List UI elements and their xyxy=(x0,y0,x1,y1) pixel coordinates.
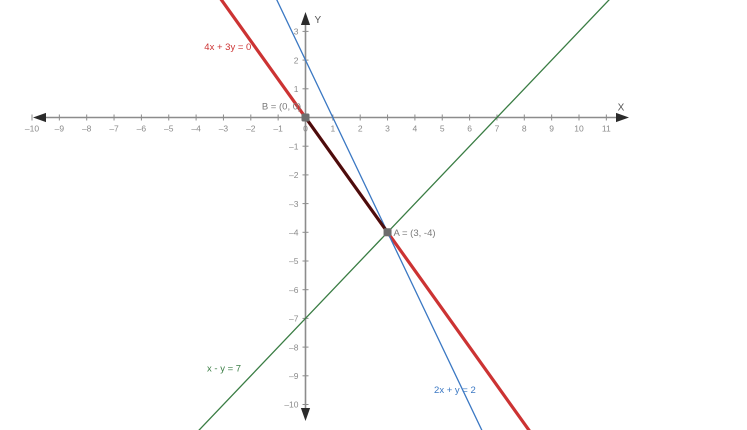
x-axis-arrow-right xyxy=(616,112,629,123)
y-axis-tick-label: –10 xyxy=(284,400,298,410)
y-axis-tick-label: 3 xyxy=(294,27,299,37)
y-axis-tick-label: 1 xyxy=(294,84,299,94)
equation-label-4x-3y-0: 4x + 3y = 0 xyxy=(204,42,251,53)
y-axis-tick-label: –7 xyxy=(289,314,299,324)
x-axis-tick-label: 0 xyxy=(303,124,308,134)
x-axis-tick-label: –10 xyxy=(25,124,39,134)
x-axis-tick-label: 9 xyxy=(549,124,554,134)
x-axis-tick-label: 8 xyxy=(522,124,527,134)
x-axis-tick-label: 10 xyxy=(574,124,584,134)
x-axis-tick-label: –4 xyxy=(191,124,201,134)
x-axis-tick-label: –1 xyxy=(273,124,283,134)
y-axis-tick-label: –2 xyxy=(289,170,299,180)
x-axis-tick-label: 1 xyxy=(330,124,335,134)
x-axis-tick-label: 6 xyxy=(467,124,472,134)
x-axis-tick-label: –2 xyxy=(246,124,256,134)
x-axis-tick-label: –9 xyxy=(55,124,65,134)
point-label-b: B = (0, 0) xyxy=(262,102,301,113)
x-axis-name-label: X xyxy=(618,103,625,114)
x-axis-tick-label: –8 xyxy=(82,124,92,134)
x-axis-tick-label: 2 xyxy=(358,124,363,134)
y-axis-name-label: Y xyxy=(315,15,322,26)
x-axis-tick-label: 4 xyxy=(413,124,418,134)
y-axis-tick-label: –3 xyxy=(289,199,299,209)
x-axis-tick-label: –5 xyxy=(164,124,174,134)
point-label-a: A = (3, -4) xyxy=(394,228,436,239)
y-axis-tick-label: –1 xyxy=(289,141,299,151)
x-axis-tick-label: –3 xyxy=(219,124,229,134)
y-axis-arrow-down xyxy=(300,408,311,421)
x-axis-arrow-left xyxy=(33,112,46,123)
y-axis-tick-label: –5 xyxy=(289,256,299,266)
point-marker-a[interactable] xyxy=(383,228,392,237)
x-axis-tick-label: 5 xyxy=(440,124,445,134)
x-axis-tick-label: –7 xyxy=(109,124,119,134)
x-axis-tick-label: 11 xyxy=(602,124,611,134)
x-axis-tick-label: 3 xyxy=(385,124,390,134)
equation-label-2x-y-2: 2x + y = 2 xyxy=(434,385,476,396)
y-axis-tick-label: –9 xyxy=(289,371,299,381)
y-axis-tick-label: –6 xyxy=(289,285,299,295)
equation-label-x-y-7: x - y = 7 xyxy=(207,363,241,374)
point-marker-b[interactable] xyxy=(301,113,310,122)
y-axis-arrow-up xyxy=(300,12,311,25)
y-axis-tick-label: –4 xyxy=(289,228,299,238)
y-axis-tick-label: –8 xyxy=(289,342,299,352)
x-axis-tick-label: –6 xyxy=(137,124,147,134)
x-axis-tick-label: 7 xyxy=(495,124,500,134)
segment-b-to-a[interactable] xyxy=(304,116,389,234)
y-axis-tick-label: 2 xyxy=(294,55,299,65)
